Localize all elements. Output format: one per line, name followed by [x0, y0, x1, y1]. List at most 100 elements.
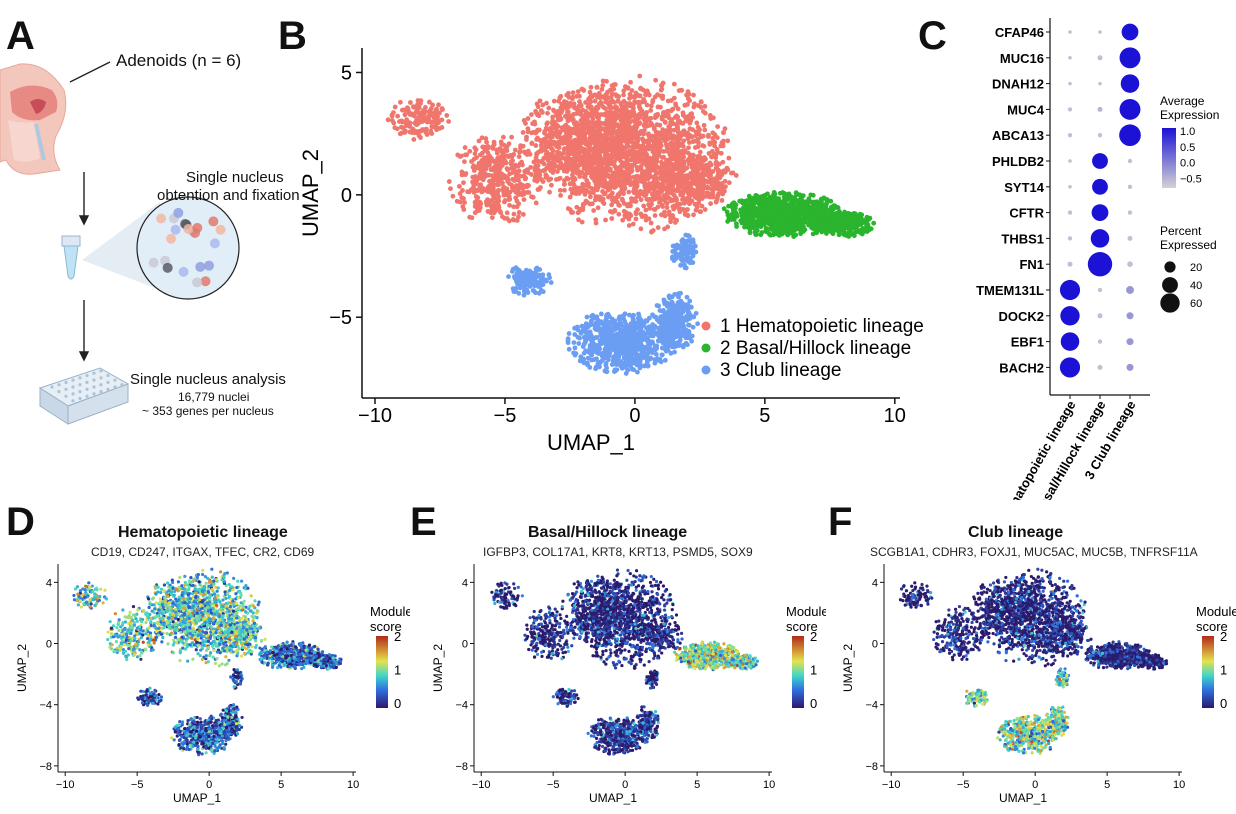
umap-point	[664, 201, 670, 206]
umap-point	[681, 150, 687, 156]
umap-point	[576, 217, 581, 223]
umap-point	[714, 180, 720, 186]
umap-point	[633, 211, 639, 217]
umap-point	[538, 138, 543, 144]
umap-point	[644, 318, 650, 324]
umap-point	[616, 136, 622, 141]
umap-point	[516, 277, 522, 283]
umap-point	[573, 129, 579, 135]
umap-point	[652, 166, 658, 172]
umap-point	[833, 219, 839, 225]
umap-point	[605, 125, 611, 131]
umap-point	[636, 192, 642, 198]
umap-point	[636, 311, 641, 317]
umap-point	[504, 166, 510, 171]
nucleus-dot	[208, 216, 219, 227]
umap-point	[643, 207, 649, 213]
umap-point	[667, 196, 673, 202]
umap-point	[480, 177, 486, 183]
umap-point	[575, 89, 581, 94]
umap-point	[627, 211, 633, 217]
umap-point	[515, 163, 521, 169]
umap-point	[695, 144, 701, 150]
umap-point	[632, 158, 638, 163]
umap-point	[589, 173, 594, 179]
umap-point	[504, 216, 510, 221]
umap-point	[666, 184, 672, 190]
umap-point	[419, 114, 425, 120]
umap-point	[663, 142, 669, 147]
umap-point	[426, 99, 432, 105]
umap-point	[726, 180, 732, 186]
umap-point	[653, 112, 659, 118]
umap-point	[691, 92, 696, 98]
umap-point	[395, 113, 401, 119]
umap-point	[500, 214, 505, 220]
umap-point	[768, 217, 774, 223]
umap-point	[826, 211, 832, 217]
umap-point	[638, 129, 644, 134]
umap-point	[644, 154, 650, 160]
umap-point	[593, 220, 599, 226]
umap-point	[614, 156, 619, 161]
umap-point	[690, 115, 696, 120]
umap-point	[532, 167, 538, 173]
umap-point	[647, 174, 653, 180]
umap-point	[622, 154, 628, 159]
umap-point	[734, 211, 739, 217]
umap-point	[624, 102, 630, 108]
umap-point	[494, 190, 500, 195]
umap-point	[812, 205, 818, 211]
umap-point	[687, 132, 693, 138]
umap-point	[686, 145, 691, 151]
umap-point	[531, 129, 537, 135]
umap-point	[540, 289, 546, 295]
umap-point	[609, 216, 615, 221]
umap-point	[613, 116, 619, 122]
umap-point	[669, 161, 675, 167]
umap-point	[657, 183, 662, 189]
umap-point	[680, 191, 686, 197]
umap-point	[561, 182, 567, 187]
umap-point	[677, 201, 683, 207]
umap-point	[669, 117, 675, 122]
umap-point	[392, 104, 398, 110]
umap-point	[610, 112, 616, 118]
umap-point	[537, 98, 543, 104]
panel-letter-e: E	[410, 500, 437, 544]
nuclei-circle-icon	[136, 196, 240, 300]
umap-point	[623, 113, 628, 119]
umap-point	[596, 162, 602, 168]
umap-point	[775, 210, 781, 215]
umap-point	[630, 315, 636, 320]
umap-point	[618, 164, 623, 170]
umap-point	[550, 132, 556, 138]
umap-point	[524, 182, 530, 188]
umap-point	[662, 209, 667, 215]
umap-point	[615, 169, 621, 175]
umap-point	[702, 207, 708, 212]
umap-point	[592, 197, 598, 203]
umap-point	[625, 85, 631, 91]
umap-point	[742, 210, 748, 215]
umap-point	[728, 215, 734, 221]
umap-point	[595, 130, 601, 136]
umap-point	[520, 130, 526, 135]
umap-point	[603, 148, 609, 153]
umap-point	[517, 285, 523, 291]
umap-point	[576, 341, 582, 346]
umap-point	[791, 224, 797, 230]
umap-point	[627, 96, 632, 101]
umap-point	[814, 223, 819, 229]
umap-point	[871, 220, 877, 226]
umap-point	[818, 200, 823, 206]
umap-point	[566, 165, 572, 171]
umap-point	[457, 154, 463, 159]
umap-point	[475, 195, 481, 201]
umap-point	[580, 107, 586, 113]
umap-point	[416, 110, 421, 115]
umap-point	[668, 127, 674, 133]
plate-well	[92, 371, 96, 375]
umap-point	[484, 157, 490, 163]
plate-icon	[38, 367, 130, 425]
